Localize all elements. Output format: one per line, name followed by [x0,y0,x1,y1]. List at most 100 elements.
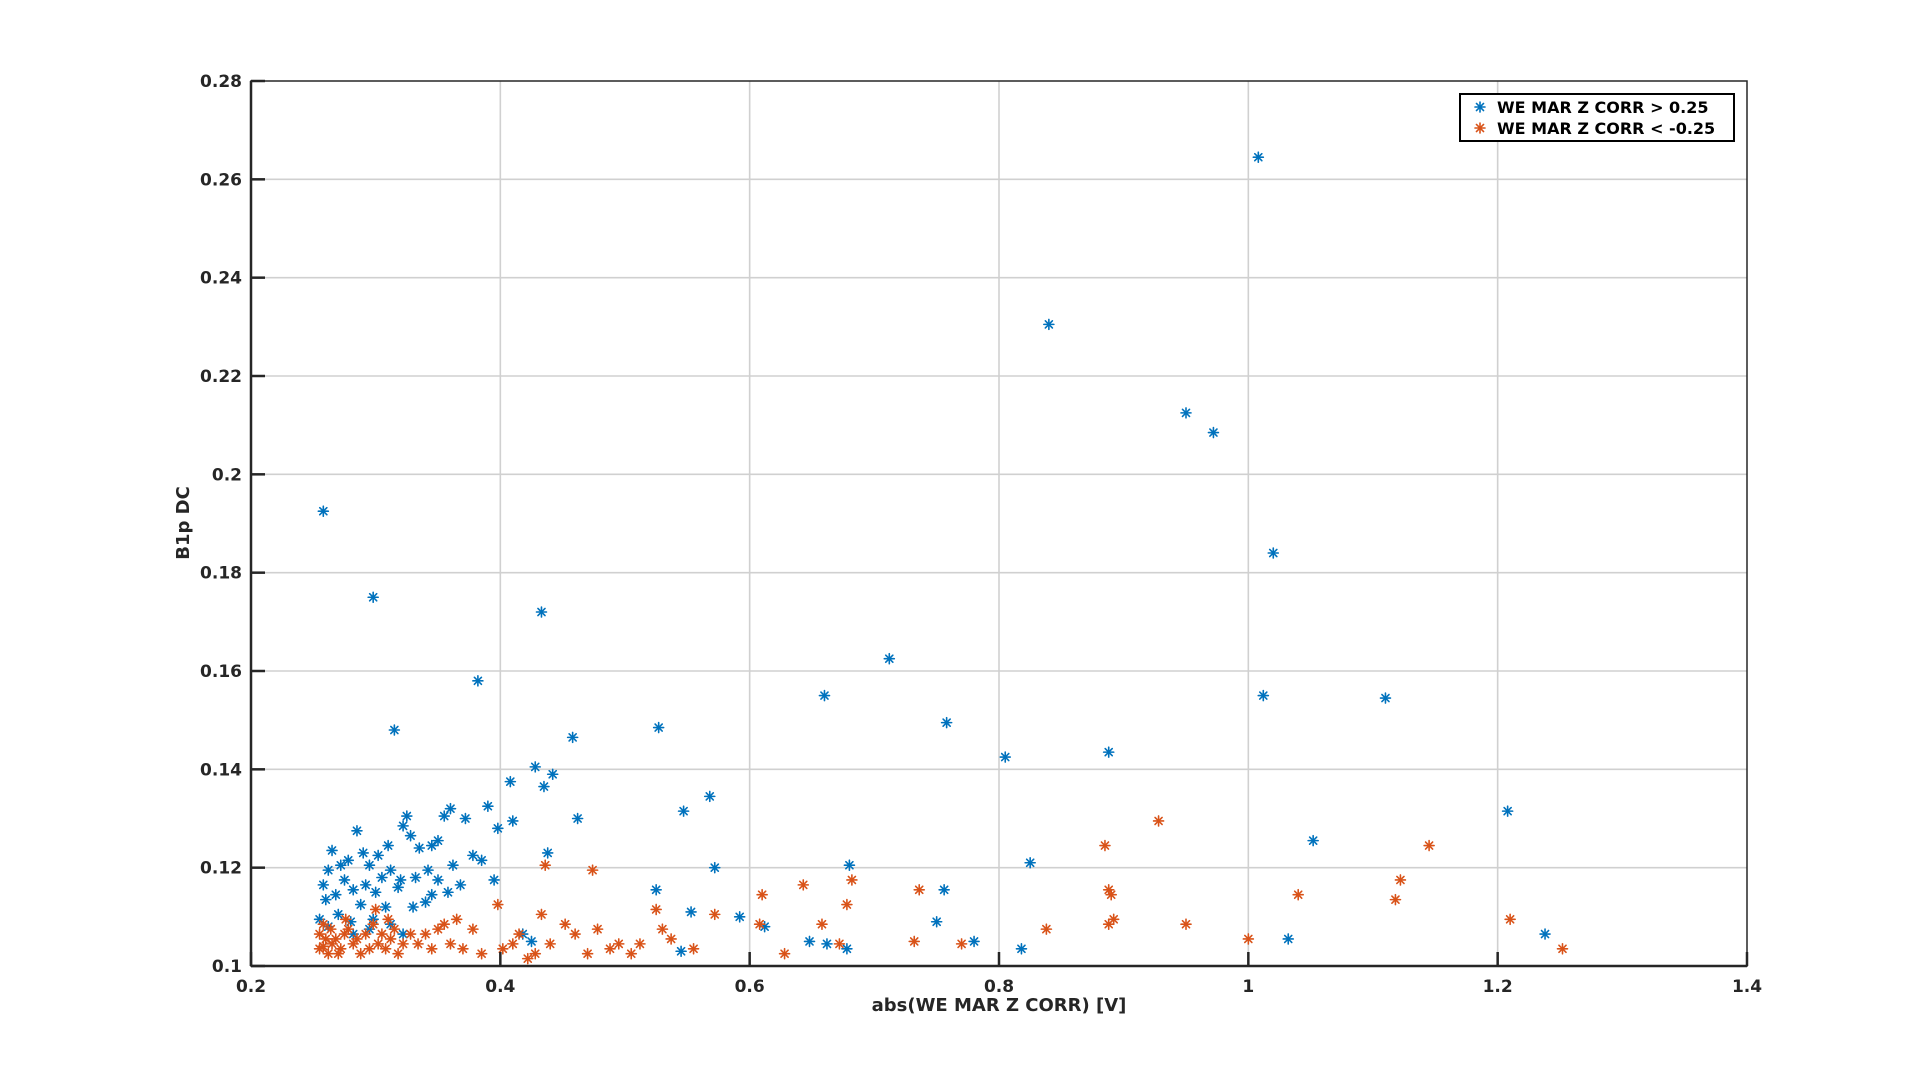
data-point [841,942,853,955]
data-point [450,913,463,926]
y-tick-label: 0.14 [200,760,242,780]
data-point [425,888,438,901]
data-point [432,834,444,847]
data-point [444,938,457,950]
legend-marker [1474,101,1486,113]
data-point [467,923,479,935]
data-point [1307,834,1319,847]
data-point [703,790,716,803]
data-point [497,942,509,955]
data-point [363,942,376,955]
data-point [419,928,432,940]
data-point [367,591,379,604]
data-point [475,947,488,960]
data-point [1102,746,1115,758]
data-point [482,800,494,813]
data-point [404,928,417,940]
data-point [650,903,662,916]
data-point [322,864,335,876]
data-point [413,842,426,854]
data-point [513,928,525,940]
data-point [544,938,557,950]
data-point [1180,407,1192,419]
legend-box [1459,93,1735,142]
data-point [569,928,581,940]
data-point [319,933,332,945]
data-point [1423,839,1435,852]
data-point [492,822,504,835]
data-point [1105,888,1117,901]
x-tick-label: 0.8 [984,977,1014,997]
data-point [1252,151,1265,164]
grid [251,81,1747,966]
data-point [1242,933,1255,945]
data-point [457,942,469,955]
data-point [687,942,700,955]
data-point [1257,689,1270,702]
data-point [656,923,669,935]
data-point [506,938,519,950]
data-point [821,938,833,950]
data-point [1389,893,1402,906]
y-axis-label: B1p DC [173,486,194,560]
data-point [384,933,397,945]
data-point [591,923,604,935]
data-point [586,864,599,876]
data-point [372,938,384,950]
data-point [329,888,342,901]
data-point [401,810,413,822]
data-point [535,606,548,618]
data-point [419,896,432,908]
y-tick-label: 0.28 [200,72,242,92]
data-point [354,947,367,960]
data-point [407,901,419,913]
data-point [438,810,451,822]
data-point [1501,805,1514,817]
data-point [319,893,332,906]
data-point [1099,839,1111,852]
data-point [677,805,690,817]
data-point [652,721,665,734]
data-point [581,947,594,960]
data-point [955,938,968,950]
data-point [913,883,926,896]
data-point [467,849,479,862]
data-point [908,935,921,948]
data-point [338,874,351,886]
data-point [521,952,534,965]
data-point [634,938,646,950]
data-point [492,898,504,911]
data-point [359,879,372,891]
data-point [685,906,697,918]
data-point [571,812,584,825]
data-point [566,731,579,744]
data-point [317,918,330,931]
data-point [1107,913,1120,926]
legend-label-series-2: WE MAR Z CORR < -0.25 [1497,119,1715,138]
data-point [339,913,352,926]
data-point [1152,815,1165,827]
data-point [379,942,392,955]
data-point [833,938,846,950]
data-point [818,689,831,702]
data-point [322,947,335,960]
data-point [412,938,424,950]
data-point [372,849,384,862]
data-point [797,879,810,891]
x-tick-label: 1.4 [1732,977,1762,997]
data-point [940,716,953,729]
data-point [488,874,500,886]
data-point [546,768,559,781]
data-point [432,923,444,935]
data-point [665,933,677,945]
x-tick-label: 0.4 [485,977,515,997]
legend-marker-series-1 [1474,101,1486,113]
data-point [538,780,550,793]
data-point [342,854,355,867]
data-point [422,864,434,876]
data-point [1539,928,1551,940]
data-point [525,935,538,948]
x-tick-label: 1 [1242,977,1254,997]
data-point [392,881,404,894]
